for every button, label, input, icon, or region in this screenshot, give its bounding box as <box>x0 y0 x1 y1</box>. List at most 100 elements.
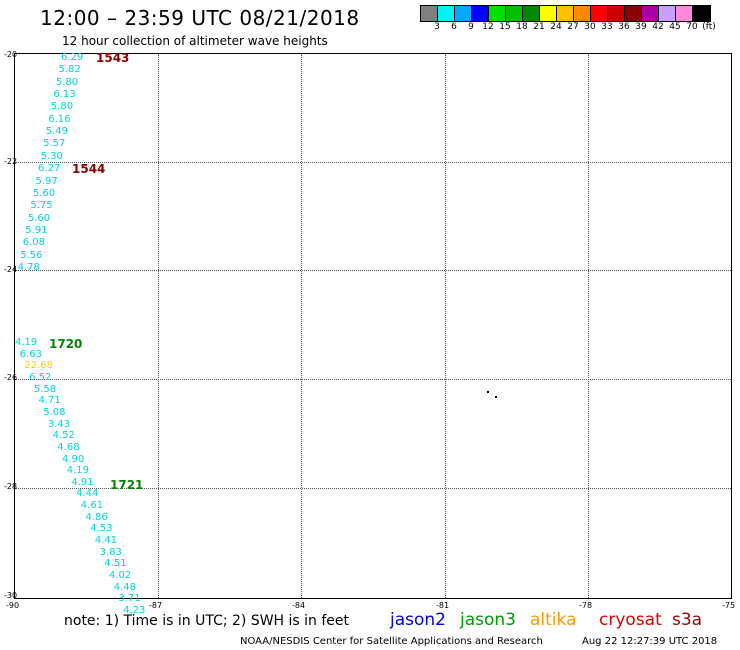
legend-jason2: jason2 <box>390 610 446 630</box>
color-scale-label: 42 <box>652 22 664 32</box>
wave-height-label: 5.75 <box>30 200 53 212</box>
wave-height-label: 22.68 <box>24 360 54 372</box>
color-scale-label: 18 <box>516 22 528 32</box>
wave-height-label: 3.43 <box>47 418 71 430</box>
footer-credit: NOAA/NESDIS Center for Satellite Applica… <box>240 636 543 647</box>
color-swatch <box>540 6 557 21</box>
wave-height-label: 6.13 <box>53 89 76 101</box>
wave-height-label: 4.52 <box>52 430 75 442</box>
color-scale-label: 12 <box>482 22 494 32</box>
color-swatch <box>693 6 710 21</box>
wave-height-label: 5.82 <box>58 64 81 76</box>
wave-height-label: 4.41 <box>94 535 118 547</box>
footer-timestamp: Aug 22 12:27:39 UTC 2018 <box>582 636 718 647</box>
grid-line <box>15 162 731 163</box>
wave-height-label: 4.19 <box>66 465 89 477</box>
color-swatch <box>489 6 506 21</box>
wave-height-label: 5.30 <box>40 150 63 162</box>
y-tick-label: -30 <box>4 591 18 600</box>
color-scale-label: 15 <box>499 22 511 32</box>
wave-height-label: 3.83 <box>99 546 122 558</box>
wave-height-label: 6.52 <box>29 371 52 383</box>
wave-height-label: 6.08 <box>22 237 46 249</box>
color-scale-label: 30 <box>584 22 596 32</box>
color-swatch <box>625 6 642 21</box>
pass-label-1543: 1543 <box>96 51 130 65</box>
wave-height-label: 5.60 <box>27 212 51 224</box>
color-scale-label: 39 <box>635 22 647 32</box>
color-swatch <box>421 6 438 21</box>
wave-height-label: 4.44 <box>76 488 99 500</box>
color-scale-label: 9 <box>468 22 474 32</box>
x-tick-label: -81 <box>436 601 450 610</box>
grid-line <box>588 54 589 598</box>
color-swatch <box>506 6 523 21</box>
color-swatch <box>557 6 574 21</box>
wave-height-label: 4.48 <box>113 581 136 593</box>
color-scale-label: 6 <box>451 22 457 32</box>
color-scale-label: 33 <box>601 22 613 32</box>
color-scale-label: 3 <box>434 22 440 32</box>
wave-height-label: 4.51 <box>104 558 127 570</box>
note-text: note: 1) Time is in UTC; 2) SWH is in fe… <box>64 613 350 629</box>
wave-height-label: 6.63 <box>19 348 42 360</box>
y-tick-label: -20 <box>4 50 18 59</box>
wave-height-label: 5.97 <box>35 175 58 187</box>
color-swatch <box>642 6 659 21</box>
color-swatch <box>574 6 591 21</box>
wave-height-label: 4.90 <box>62 453 85 465</box>
legend-jason3: jason3 <box>460 610 516 630</box>
color-scale-label: 24 <box>550 22 562 32</box>
color-swatch <box>438 6 455 21</box>
wave-height-label: 5.91 <box>25 224 48 236</box>
x-tick-label: -87 <box>149 601 163 610</box>
wave-height-label: 6.16 <box>48 113 71 125</box>
grid-line <box>15 270 731 271</box>
y-tick-label: -24 <box>4 265 18 274</box>
pass-label-1544: 1544 <box>72 162 106 176</box>
pass-label-1720: 1720 <box>49 337 83 351</box>
map-dot <box>487 391 489 393</box>
wave-height-label: 4.86 <box>85 511 108 523</box>
wave-height-label: 6.27 <box>38 163 61 175</box>
color-scale-label: 36 <box>618 22 630 32</box>
wave-height-label: 4.91 <box>71 476 94 488</box>
wave-height-label: 5.57 <box>43 138 66 150</box>
color-swatch <box>523 6 540 21</box>
wave-height-label: 5.80 <box>55 76 79 88</box>
grid-line <box>158 54 159 598</box>
color-swatch <box>608 6 625 21</box>
color-scale <box>420 5 711 22</box>
color-scale-label: (ft) <box>702 22 716 32</box>
map-dot <box>495 396 497 398</box>
x-tick-label: -90 <box>6 601 20 610</box>
legend-cryosat: cryosat <box>599 610 662 630</box>
map-plot-area <box>14 53 732 599</box>
wave-height-label: 4.61 <box>80 500 104 512</box>
color-swatch <box>659 6 676 21</box>
color-swatch <box>676 6 693 21</box>
y-tick-label: -28 <box>4 482 18 491</box>
grid-line <box>15 488 731 489</box>
wave-height-label: 6.29 <box>61 52 84 63</box>
wave-height-label: 4.23 <box>123 604 146 616</box>
wave-height-label: 5.56 <box>20 249 43 261</box>
wave-height-label: 4.19 <box>15 337 38 348</box>
wave-height-label: 4.78 <box>17 261 40 273</box>
x-tick-label: -84 <box>292 601 306 610</box>
pass-label-1721: 1721 <box>110 478 144 492</box>
page-title: 12:00 – 23:59 UTC 08/21/2018 <box>40 6 360 30</box>
wave-height-label: 4.53 <box>90 523 113 535</box>
wave-height-label: 4.02 <box>109 570 132 581</box>
grid-line <box>301 54 302 598</box>
color-scale-label: 45 <box>669 22 681 32</box>
wave-height-label: 5.08 <box>43 406 66 418</box>
x-tick-label: -78 <box>579 601 593 610</box>
legend-s3a: s3a <box>672 610 703 630</box>
wave-height-label: 4.68 <box>57 441 80 453</box>
legend-altika: altika <box>530 610 577 630</box>
x-tick-label: -75 <box>722 601 736 610</box>
grid-line <box>445 54 446 598</box>
grid-line <box>15 379 731 380</box>
wave-height-label: 5.60 <box>32 187 56 199</box>
